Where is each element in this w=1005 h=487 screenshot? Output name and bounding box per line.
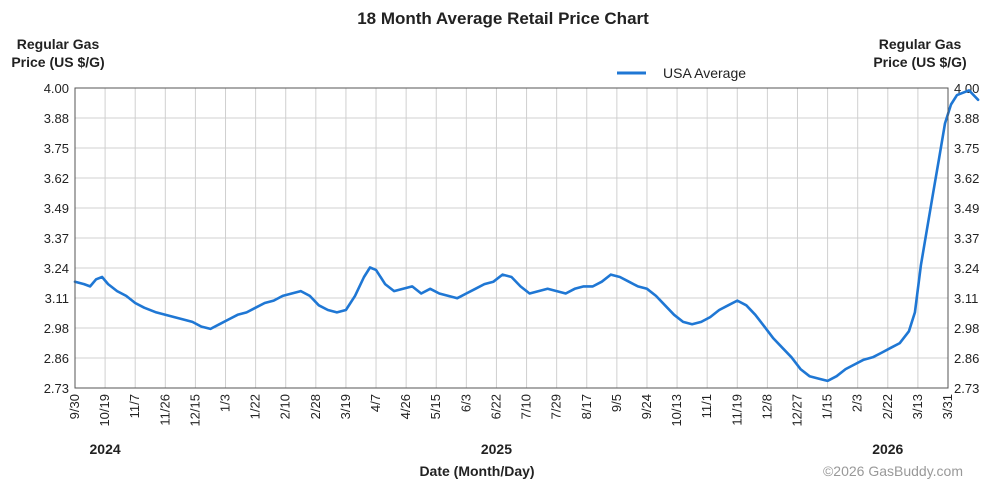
y-axis-title-right-line2: Price (US $/G): [873, 54, 966, 70]
year-label: 2025: [481, 441, 512, 457]
x-tick-label: 2/22: [880, 394, 895, 419]
y-axis-title-right-line1: Regular Gas: [879, 36, 962, 52]
x-tick-label: 2/10: [278, 394, 293, 419]
y-axis-title-left-line2: Price (US $/G): [11, 54, 104, 70]
x-tick-label: 8/17: [579, 394, 594, 419]
y-tick-label-left: 3.37: [44, 231, 69, 246]
year-label: 2024: [90, 441, 121, 457]
y-tick-label-right: 3.11: [954, 291, 978, 306]
y-tick-label-left: 2.86: [44, 351, 69, 366]
x-tick-label: 9/5: [609, 394, 624, 412]
plot-frame: [74, 87, 949, 389]
y-tick-label-left: 3.11: [45, 291, 69, 306]
x-axis-title: Date (Month/Day): [419, 463, 534, 479]
x-tick-label: 12/27: [789, 394, 804, 427]
y-tick-label-right: 4.00: [954, 81, 979, 96]
y-tick-label-right: 2.86: [954, 351, 979, 366]
x-tick-label: 1/3: [218, 394, 233, 412]
x-tick-label: 11/19: [729, 394, 744, 426]
year-labels: 2024 2025 2026: [90, 441, 904, 457]
y-tick-label-left: 2.98: [44, 321, 69, 336]
x-tick-label: 6/22: [488, 394, 503, 419]
y-tick-label-right: 3.24: [954, 261, 979, 276]
x-tick-label: 12/8: [759, 394, 774, 419]
y-tick-label-right: 3.49: [954, 201, 979, 216]
y-tick-label-left: 4.00: [44, 81, 69, 96]
x-tick-label: 9/24: [639, 394, 654, 419]
x-tick-label: 2/28: [308, 394, 323, 419]
x-tick-label: 4/26: [398, 394, 413, 419]
y-tick-label-right: 3.88: [954, 111, 979, 126]
y-tick-label-right: 2.98: [954, 321, 979, 336]
x-tick-label: 11/7: [127, 394, 142, 418]
x-tick-label: 1/22: [248, 394, 263, 419]
x-tick-label: 4/7: [368, 394, 383, 412]
x-tick-label: 6/3: [458, 394, 473, 412]
x-tick-label: 7/29: [549, 394, 564, 419]
x-tick-label: 11/1: [699, 394, 714, 418]
y-tick-label-left: 3.88: [44, 111, 69, 126]
legend: USA Average: [617, 65, 746, 81]
year-label: 2026: [872, 441, 903, 457]
y-tick-label-left: 3.24: [44, 261, 69, 276]
y-tick-labels: 4.00 4.00 3.88 3.88 3.75 3.75 3.62 3.62 3.49 3.49…: [44, 81, 980, 396]
x-tick-label: 3/19: [338, 394, 353, 419]
y-tick-label-right: 3.75: [954, 141, 979, 156]
y-tick-label-right: 2.73: [954, 381, 979, 396]
x-tick-label: 12/15: [187, 394, 202, 427]
x-tick-label: 11/26: [157, 394, 172, 426]
legend-label: USA Average: [663, 65, 746, 81]
x-tick-label: 5/15: [428, 394, 443, 419]
series-line-usa-average: [73, 89, 980, 383]
x-tick-label: 10/13: [669, 394, 684, 427]
y-tick-label-left: 3.75: [44, 141, 69, 156]
x-tick-labels: 9/30 10/19 11/7 11/26 12/15 1/3 1/22 2/10 2/28 3/…: [67, 394, 955, 427]
x-tick-label: 3/13: [910, 394, 925, 419]
x-tick-label: 9/30: [67, 394, 82, 419]
x-tick-label: 10/19: [97, 394, 112, 427]
y-tick-label-right: 3.37: [954, 231, 979, 246]
y-tick-label-left: 2.73: [44, 381, 69, 396]
x-tick-label: 1/15: [820, 394, 835, 419]
credit-text: ©2026 GasBuddy.com: [823, 463, 963, 479]
gridlines: [74, 87, 949, 389]
x-tick-label: 7/10: [519, 394, 534, 419]
x-tick-label: 2/3: [850, 394, 865, 412]
y-axis-title-left-line1: Regular Gas: [17, 36, 100, 52]
chart-title: 18 Month Average Retail Price Chart: [357, 9, 649, 28]
y-tick-label-left: 3.62: [44, 171, 69, 186]
x-tick-label: 3/31: [940, 394, 955, 419]
y-tick-label-right: 3.62: [954, 171, 979, 186]
series-layer: [73, 89, 980, 383]
y-tick-label-left: 3.49: [44, 201, 69, 216]
